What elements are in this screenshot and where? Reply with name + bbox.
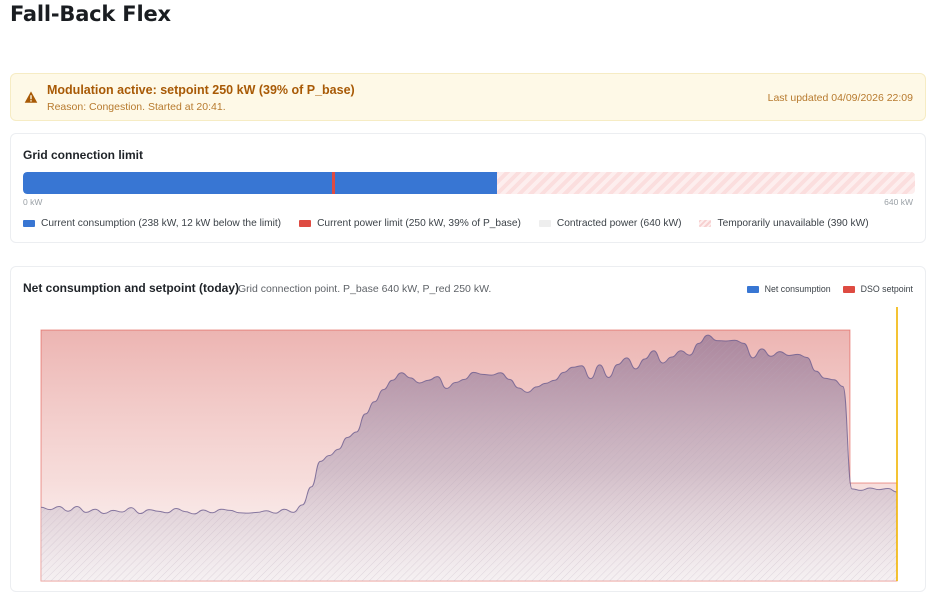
page-title: Fall-Back Flex [10,2,171,26]
contracted-swatch [538,220,551,227]
net-swatch [746,285,759,293]
bar-max-label: 640 kW [884,197,913,207]
net-consumption-hatch [41,335,897,581]
legend-consumption: Current consumption (238 kW, 12 kW below… [23,218,281,229]
grid-limit-title: Grid connection limit [23,148,144,162]
legend-contracted-label: Contracted power (640 kW) [556,218,682,229]
legend-unavailable-label: Temporarily unavailable (390 kW) [717,218,869,229]
chart-legend-net-label: Net consumption [764,284,831,294]
alert-title: Modulation active: setpoint 250 kW (39% … [47,83,355,97]
net-consumption-line [40,334,898,515]
grid-limit-legend: Current consumption (238 kW, 12 kW below… [23,218,869,229]
unavailable-swatch [699,220,712,227]
legend-contracted: Contracted power (640 kW) [538,218,682,229]
chart-legend: Net consumption DSO setpoint [746,284,913,294]
consumption-segment [23,172,497,194]
chart-legend-dso: DSO setpoint [842,284,913,294]
limit-marker [332,172,335,194]
warning-icon [24,91,38,103]
modulation-alert: Modulation active: setpoint 250 kW (39% … [10,73,926,121]
alert-reason: Reason: Congestion. Started at 20:41. [47,101,226,113]
consumption-chart [40,307,898,582]
consumption-swatch [23,220,35,227]
consumption-chart-card: Net consumption and setpoint (today) Gri… [10,266,926,592]
bar-min-label: 0 kW [23,197,43,207]
grid-limit-bar [23,172,915,194]
legend-consumption-label: Current consumption (238 kW, 12 kW below… [41,218,282,229]
legend-limit-label: Current power limit (250 kW, 39% of P_ba… [317,218,521,229]
chart-legend-dso-label: DSO setpoint [860,284,913,294]
chart-title: Net consumption and setpoint (today) [23,281,239,295]
legend-limit: Current power limit (250 kW, 39% of P_ba… [299,218,521,229]
chart-plot-area [40,307,898,582]
limit-swatch [299,220,312,227]
chart-subtitle: Grid connection point. P_base 640 kW, P_… [238,283,492,295]
legend-unavailable: Temporarily unavailable (390 kW) [699,218,869,229]
last-updated: Last updated 04/09/2026 22:09 [767,92,913,104]
dso-swatch [842,285,855,293]
grid-limit-card: Grid connection limit 0 kW 640 kW Curren… [10,133,926,243]
chart-legend-net: Net consumption [746,284,831,294]
